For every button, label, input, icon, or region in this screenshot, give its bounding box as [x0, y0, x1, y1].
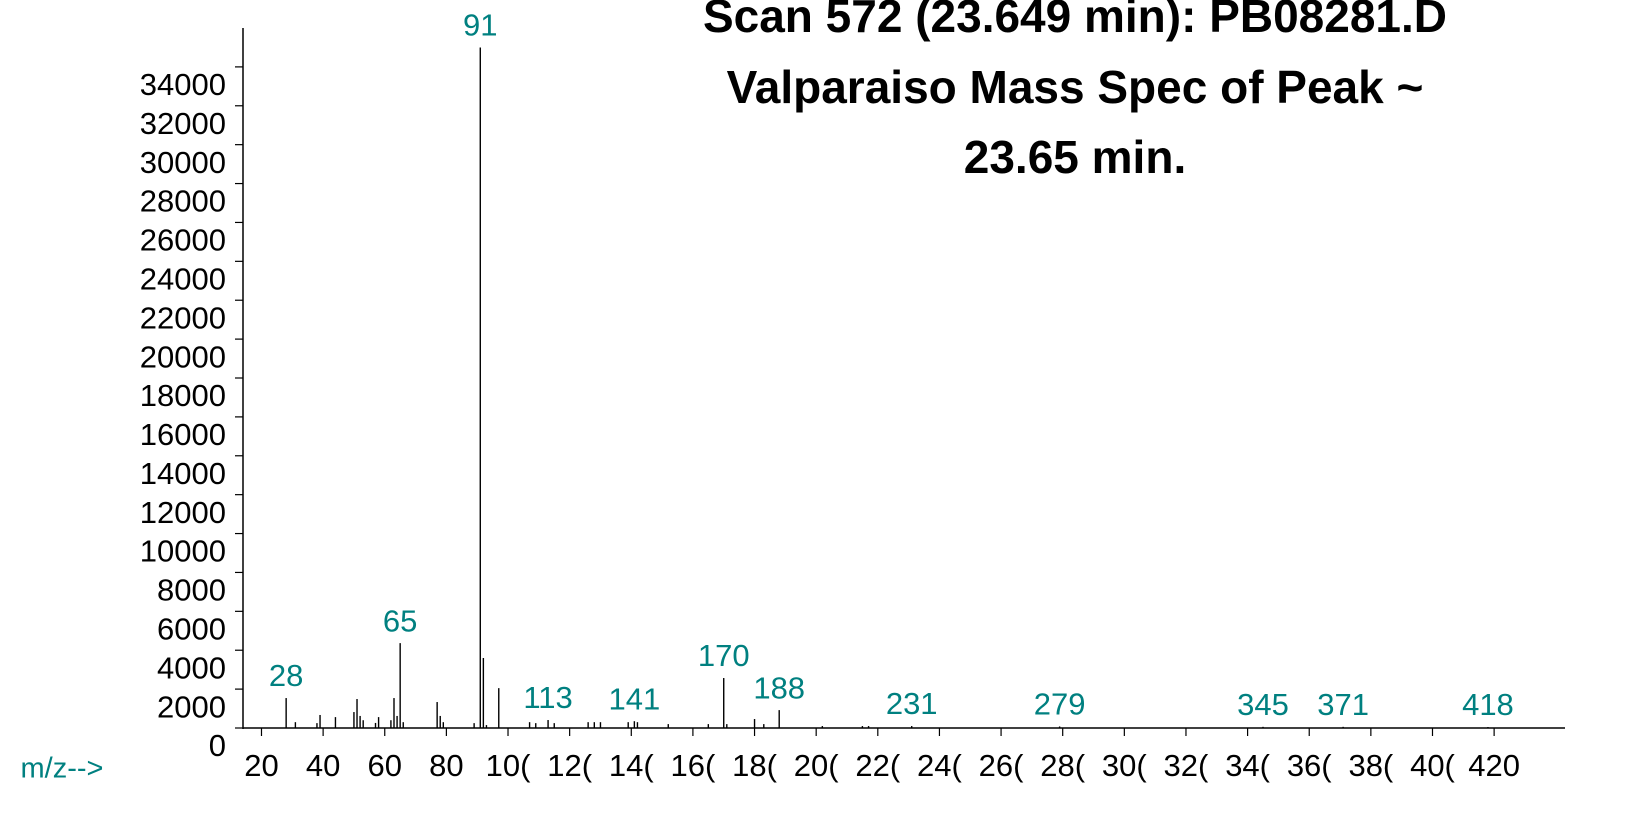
peak-label: 188 — [753, 670, 805, 705]
x-tick-label: 18( — [732, 748, 777, 783]
y-tick-label: 28000 — [140, 184, 226, 219]
x-tick-label: 26( — [979, 748, 1024, 783]
peak-label: 418 — [1462, 687, 1514, 722]
x-tick-label: 24( — [917, 748, 962, 783]
y-tick-label: 20000 — [140, 339, 226, 374]
y-tick-label: 24000 — [140, 262, 226, 297]
chart-title: Valparaiso Mass Spec of Peak ~ — [727, 61, 1424, 113]
peak-label: 113 — [523, 680, 572, 715]
x-tick-label: 28( — [1040, 748, 1085, 783]
y-tick-label: 26000 — [140, 223, 226, 258]
y-tick-label: 4000 — [157, 650, 226, 685]
y-tick-label: 8000 — [157, 573, 226, 608]
x-tick-label: 36( — [1287, 748, 1332, 783]
y-tick-label: 6000 — [157, 612, 226, 647]
y-tick-label: 2000 — [157, 689, 226, 724]
peak-label: 28 — [269, 658, 303, 693]
x-tick-label: 80 — [429, 748, 463, 783]
peak-label: 345 — [1237, 687, 1289, 722]
peak-label: 371 — [1317, 687, 1369, 722]
x-tick-label: 20 — [244, 748, 278, 783]
x-tick-label: 60 — [368, 748, 402, 783]
chart-title: 23.65 min. — [964, 131, 1186, 183]
x-tick-label: 40( — [1410, 748, 1455, 783]
x-tick-label: 40 — [306, 748, 340, 783]
x-tick-label: 22( — [855, 748, 900, 783]
y-tick-label: 12000 — [140, 495, 226, 530]
y-tick-label: 34000 — [140, 67, 226, 102]
chart-title: Scan 572 (23.649 min): PB08281.D — [703, 0, 1447, 42]
x-tick-label: 32( — [1164, 748, 1209, 783]
x-tick-label: 10( — [486, 748, 531, 783]
x-tick-label: 20( — [794, 748, 839, 783]
y-tick-label: 32000 — [140, 106, 226, 141]
x-tick-label: 420 — [1468, 748, 1520, 783]
peak-label: 170 — [698, 638, 750, 673]
x-tick-label: 12( — [547, 748, 592, 783]
x-tick-label: 38( — [1348, 748, 1393, 783]
x-tick-label: 14( — [609, 748, 654, 783]
peak-label: 91 — [463, 8, 497, 43]
y-tick-label: 22000 — [140, 300, 226, 335]
peak-label: 231 — [886, 686, 938, 721]
y-tick-label: 18000 — [140, 378, 226, 413]
peak-label: 279 — [1034, 687, 1086, 722]
y-tick-label: 14000 — [140, 456, 226, 491]
x-tick-label: 16( — [671, 748, 716, 783]
y-tick-label: 10000 — [140, 534, 226, 569]
y-tick-label: 16000 — [140, 417, 226, 452]
peak-label: 65 — [383, 603, 417, 638]
x-axis-label: m/z--> — [21, 753, 104, 785]
y-tick-label: 30000 — [140, 145, 226, 180]
x-tick-label: 34( — [1225, 748, 1270, 783]
x-tick-label: 30( — [1102, 748, 1147, 783]
y-tick-label: 0 — [209, 728, 226, 763]
peak-label: 141 — [608, 681, 660, 716]
